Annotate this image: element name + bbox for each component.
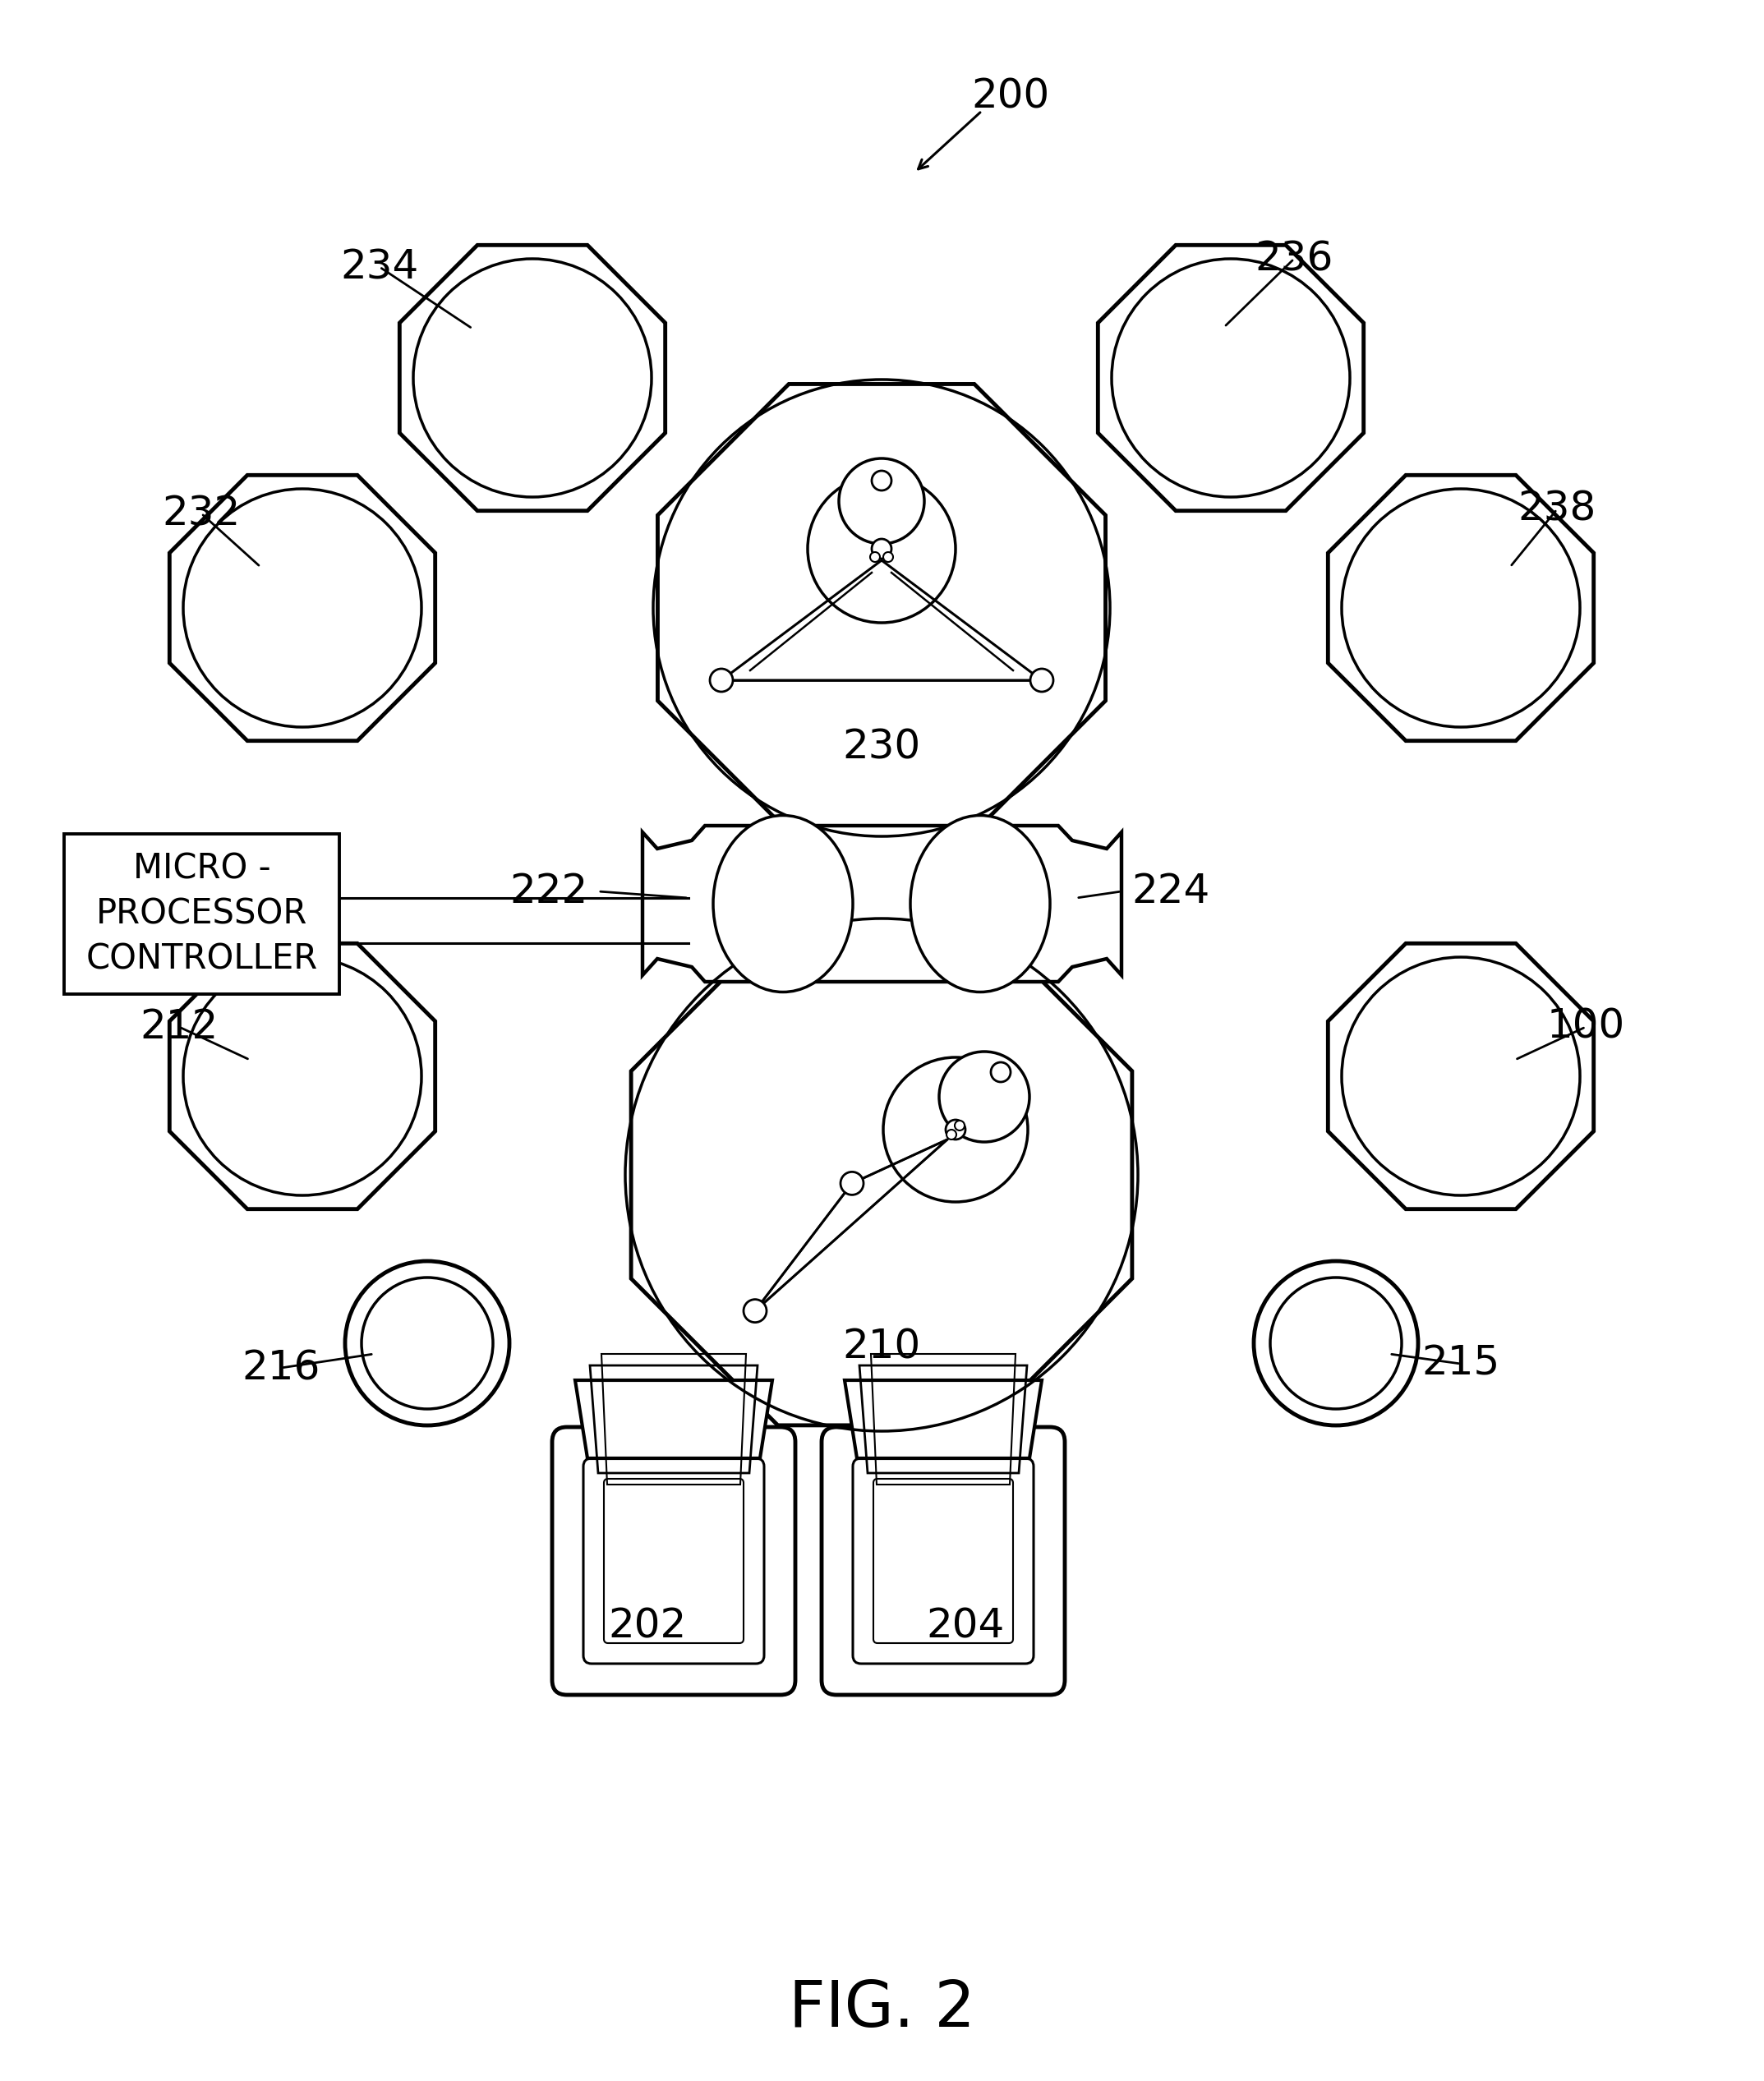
- Text: 200: 200: [972, 77, 1050, 117]
- Circle shape: [346, 1261, 510, 1425]
- Text: 236: 236: [1254, 239, 1334, 279]
- Circle shape: [938, 1051, 1030, 1142]
- Text: 232: 232: [162, 493, 240, 533]
- Ellipse shape: [713, 816, 852, 993]
- Circle shape: [840, 1172, 864, 1194]
- Polygon shape: [169, 474, 436, 741]
- Polygon shape: [400, 246, 665, 510]
- Circle shape: [1030, 668, 1053, 691]
- Circle shape: [870, 551, 880, 562]
- Circle shape: [840, 458, 924, 543]
- Circle shape: [744, 1299, 767, 1321]
- Text: 234: 234: [340, 248, 418, 287]
- Circle shape: [947, 1130, 956, 1140]
- Polygon shape: [845, 1380, 1043, 1459]
- Polygon shape: [632, 924, 1132, 1425]
- Circle shape: [954, 1120, 965, 1130]
- Text: 100: 100: [1547, 1007, 1625, 1047]
- Ellipse shape: [910, 816, 1050, 993]
- Polygon shape: [658, 385, 1106, 832]
- Text: 230: 230: [843, 728, 921, 768]
- Text: 210: 210: [843, 1328, 921, 1367]
- Text: FIG. 2: FIG. 2: [789, 1977, 975, 2039]
- Polygon shape: [1328, 474, 1593, 741]
- Circle shape: [991, 1061, 1011, 1082]
- Circle shape: [871, 470, 891, 491]
- FancyBboxPatch shape: [822, 1428, 1065, 1694]
- Text: 202: 202: [609, 1607, 686, 1646]
- Text: 238: 238: [1517, 489, 1596, 529]
- Polygon shape: [1097, 246, 1364, 510]
- Polygon shape: [642, 826, 1122, 982]
- Text: 216: 216: [242, 1348, 321, 1388]
- Circle shape: [946, 1120, 965, 1140]
- Circle shape: [884, 551, 893, 562]
- Text: MICRO -
PROCESSOR
CONTROLLER: MICRO - PROCESSOR CONTROLLER: [86, 851, 318, 976]
- Polygon shape: [575, 1380, 773, 1459]
- Circle shape: [871, 539, 891, 558]
- Polygon shape: [1328, 943, 1593, 1209]
- Circle shape: [709, 668, 732, 691]
- Text: 215: 215: [1422, 1344, 1499, 1384]
- Text: 204: 204: [926, 1607, 1004, 1646]
- Text: 222: 222: [510, 872, 587, 911]
- Bar: [64, 834, 339, 995]
- Text: 212: 212: [139, 1007, 219, 1047]
- Text: 224: 224: [1132, 872, 1210, 911]
- Polygon shape: [169, 943, 436, 1209]
- Circle shape: [1254, 1261, 1418, 1425]
- FancyBboxPatch shape: [552, 1428, 796, 1694]
